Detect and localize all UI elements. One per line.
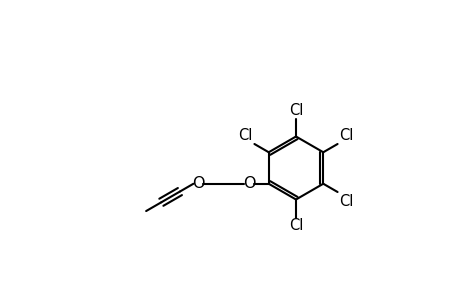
Text: Cl: Cl [288,218,302,233]
Text: O: O [191,176,204,191]
Text: Cl: Cl [338,128,353,142]
Text: Cl: Cl [238,128,252,142]
Text: Cl: Cl [288,103,302,118]
Text: O: O [242,176,255,191]
Text: Cl: Cl [338,194,353,208]
